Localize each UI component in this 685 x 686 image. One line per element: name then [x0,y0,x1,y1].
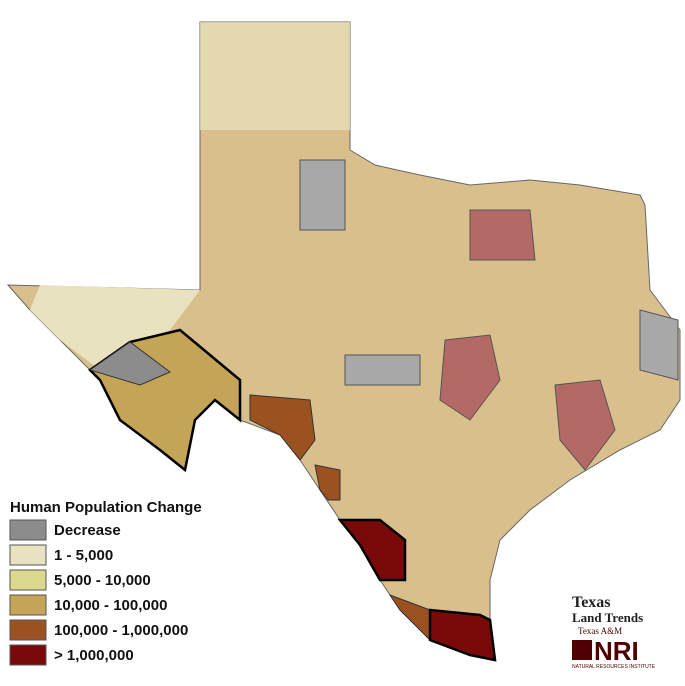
legend-swatch [9,619,47,641]
far-west-light [30,285,200,370]
legend-swatch [9,544,47,566]
legend-swatch [9,644,47,666]
north-decrease [299,159,346,231]
legend-label: > 1,000,000 [54,647,134,664]
central-decrease [344,354,421,386]
legend-label: 1 - 5,000 [54,547,113,564]
east-decrease [639,309,679,381]
legend-label: Decrease [54,522,121,539]
legend-swatch [9,519,47,541]
border-orange [249,394,316,461]
legend-label: 10,000 - 100,000 [54,597,167,614]
austin [439,334,501,421]
legend-title: Human Population Change [10,499,202,516]
laredo-orange [314,464,341,501]
logo: Texas Land Trends Texas A&M NRI NATURAL … [572,594,656,670]
legend-label: 5,000 - 10,000 [54,572,151,589]
legend-label: 100,000 - 1,000,000 [54,622,188,639]
dfw [469,209,536,261]
logo-emblem [572,640,592,660]
valley-darkred [428,608,497,662]
logo-line2: Land Trends [572,610,643,625]
houston [554,379,616,471]
logo-line3: Texas A&M [578,626,622,636]
panhandle-light [200,22,350,130]
texas-map [6,21,681,662]
logo-caption: NATURAL RESOURCES INSTITUTE [572,664,656,670]
logo-mark: NRI [594,636,639,666]
legend-swatch [9,569,47,591]
legend-swatch [9,594,47,616]
logo-line1: Texas [572,594,611,611]
border-darkred [337,518,407,582]
trans-pecos-decrease [88,341,171,386]
legend: Human Population Change Decrease 1 - 5,00… [9,499,202,666]
